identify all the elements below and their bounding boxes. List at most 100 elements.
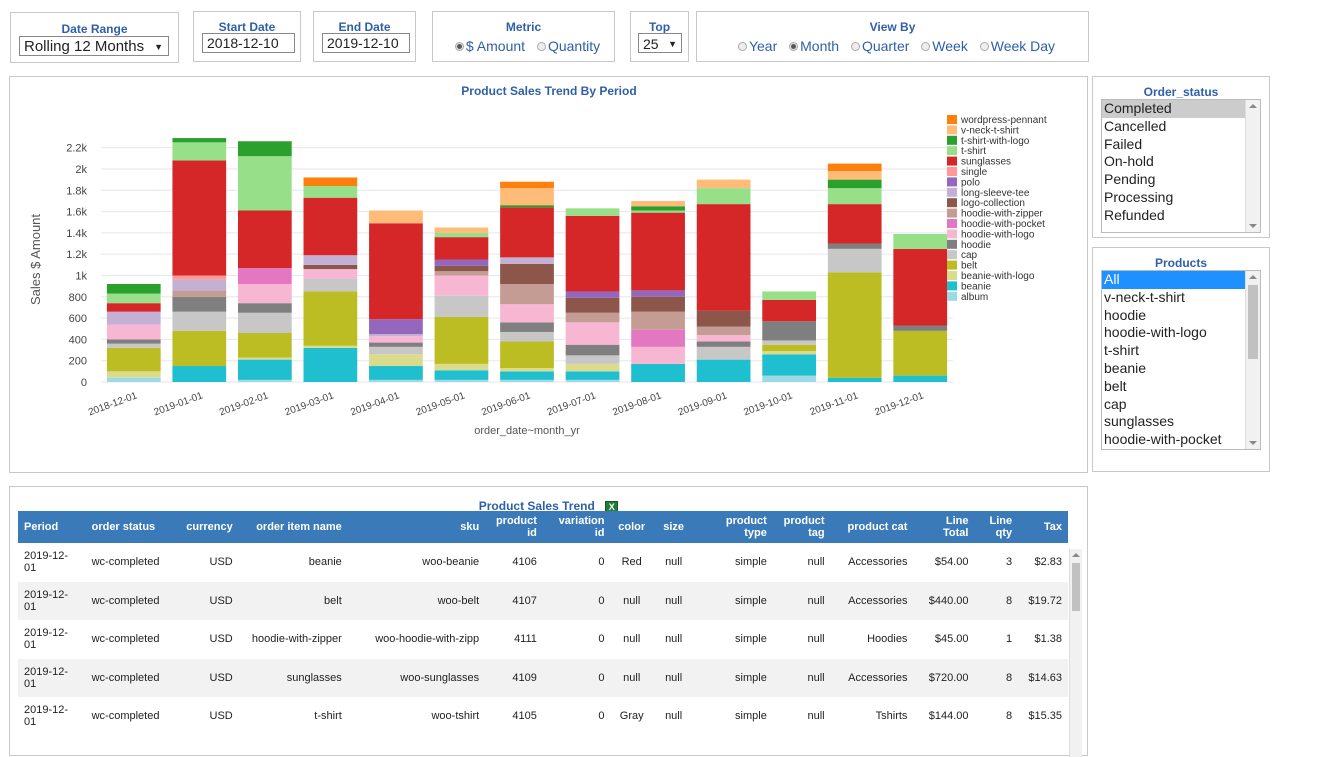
bar-segment-t-shirt-with-logo: [237, 141, 292, 157]
order-status-item[interactable]: Completed: [1102, 100, 1260, 118]
metric-quantity-radio[interactable]: [536, 42, 546, 51]
bar-segment-hoodie-with-logo: [434, 275, 489, 296]
scroll-down-icon[interactable]: [1249, 224, 1257, 228]
x-axis-label: order_date~month_yr: [474, 425, 580, 437]
bar-segment-hoodie-with-zipper: [500, 284, 554, 305]
scroll-up-icon[interactable]: [1072, 553, 1080, 557]
table-row: 2019-12-01 wc-completed USD belt woo-belt 410…: [18, 581, 1068, 620]
date-range-select[interactable]: Rolling 12 Months ▼: [19, 36, 169, 56]
products-item[interactable]: All: [1102, 271, 1260, 289]
products-item[interactable]: cap: [1104, 395, 1127, 412]
order-status-item[interactable]: Cancelled: [1104, 117, 1167, 134]
products-item[interactable]: belt: [1104, 377, 1127, 394]
column-header[interactable]: product tag: [772, 511, 831, 543]
legend-label: t-shirt: [961, 146, 986, 157]
x-tick-label: 2018-12-01: [87, 390, 139, 418]
column-header[interactable]: size: [652, 511, 695, 543]
table-scrollbar[interactable]: [1069, 549, 1082, 757]
table-cell: woo-hoodie-with-zipp: [375, 633, 480, 646]
metric-amount-radio[interactable]: [454, 42, 464, 51]
order-status-item[interactable]: Pending: [1104, 171, 1156, 188]
bar-segment-beanie-with-logo: [237, 357, 292, 360]
products-listbox[interactable]: All v-neck-t-shirt hoodie hoodie-with-logo t…: [1101, 270, 1261, 450]
bar-segment-belt: [237, 333, 292, 358]
view-week-label[interactable]: Week: [932, 38, 968, 54]
column-header[interactable]: Tax: [1018, 511, 1068, 543]
scroll-up-icon[interactable]: [1249, 275, 1257, 279]
products-scroll-thumb[interactable]: [1248, 285, 1258, 359]
column-header[interactable]: Period: [18, 511, 86, 543]
table-cell: $54.00: [934, 556, 969, 569]
bar-segment-t-shirt: [565, 208, 620, 216]
legend-swatch: [947, 229, 957, 239]
table-cell: 0: [542, 581, 611, 620]
order-status-item[interactable]: On-hold: [1104, 153, 1154, 170]
order-status-item[interactable]: Refunded: [1104, 206, 1165, 223]
column-header[interactable]: product type: [694, 511, 773, 543]
metric-amount-label[interactable]: $ Amount: [465, 38, 526, 54]
legend-swatch: [947, 167, 957, 176]
column-header[interactable]: variation id: [542, 511, 611, 543]
column-header[interactable]: currency: [175, 511, 239, 543]
products-item[interactable]: t-shirt: [1104, 342, 1139, 359]
bar-segment-t-shirt-with-logo: [827, 179, 882, 189]
column-header[interactable]: order item name: [238, 511, 348, 543]
view-year-radio[interactable]: [737, 42, 747, 51]
view-week-radio[interactable]: [921, 42, 931, 51]
column-header[interactable]: Line qty: [974, 511, 1019, 543]
table-cell: 3: [1005, 556, 1013, 569]
order-status-listbox[interactable]: Completed Cancelled Failed On-hold Pending Pr…: [1101, 99, 1261, 233]
x-tick-label: 2019-09-01: [677, 390, 729, 418]
products-item[interactable]: hoodie: [1104, 306, 1147, 323]
view-quarter-radio[interactable]: [850, 42, 860, 51]
table-row: 2019-12-01 wc-completed USD beanie woo-beani…: [18, 543, 1068, 582]
products-item[interactable]: v-neck-t-shirt: [1104, 288, 1185, 305]
column-header[interactable]: order status: [85, 511, 175, 543]
start-date-input[interactable]: 2018-12-10: [202, 33, 295, 53]
products-scrollbar[interactable]: [1245, 271, 1260, 449]
scroll-up-icon[interactable]: [1249, 104, 1257, 108]
scroll-down-icon[interactable]: [1249, 441, 1257, 445]
view-weekday-label[interactable]: Week Day: [990, 38, 1056, 54]
table-cell: USD: [209, 556, 233, 569]
bar-segment-sunglasses: [434, 237, 489, 260]
bar-segment-sunglasses: [303, 197, 358, 256]
bar-segment-belt: [172, 330, 227, 367]
view-month-label[interactable]: Month: [800, 38, 840, 54]
table-scroll-thumb[interactable]: [1072, 563, 1080, 611]
products-item[interactable]: beanie: [1104, 359, 1147, 376]
column-header[interactable]: product cat: [830, 511, 914, 543]
bar-segment-t-shirt: [303, 186, 358, 198]
metric-quantity-label[interactable]: Quantity: [547, 38, 601, 54]
bar-segment-beanie: [631, 363, 685, 382]
legend-swatch: [947, 156, 957, 166]
bar-segment-belt: [827, 272, 882, 378]
products-item[interactable]: hoodie-with-logo: [1104, 324, 1207, 341]
bar-segment-belt: [762, 344, 817, 352]
order-status-item[interactable]: Processing: [1104, 188, 1174, 205]
y-tick-label: 1.6k: [66, 207, 87, 219]
products-item[interactable]: hoodie-with-pocket: [1104, 431, 1222, 448]
column-header[interactable]: color: [610, 511, 653, 543]
view-year-label[interactable]: Year: [748, 38, 778, 54]
y-tick-label: 600: [69, 313, 87, 325]
products-item[interactable]: sunglasses: [1104, 413, 1175, 430]
order-status-scrollbar[interactable]: [1245, 100, 1260, 232]
order-status-item[interactable]: Failed: [1104, 135, 1143, 152]
column-header[interactable]: sku: [347, 511, 486, 543]
table-cell: Tshirts: [875, 710, 908, 723]
end-date-input[interactable]: 2019-12-10: [322, 33, 410, 53]
column-header[interactable]: Line Total: [913, 511, 975, 543]
chart-title: Product Sales Trend By Period: [461, 84, 636, 98]
y-tick-label: 800: [69, 292, 87, 304]
table-cell: $440.00: [913, 581, 975, 620]
view-quarter-label[interactable]: Quarter: [861, 38, 910, 54]
top-select[interactable]: 25 ▼: [638, 33, 682, 53]
table-cell: simple: [735, 633, 767, 646]
table-cell: t-shirt: [314, 710, 342, 723]
column-header[interactable]: product id: [485, 511, 543, 543]
view-weekday-radio[interactable]: [979, 42, 989, 51]
legend-label: sunglasses: [961, 157, 1011, 168]
view-month-radio[interactable]: [789, 42, 799, 51]
bar-segment-t-shirt-with-logo: [500, 205, 554, 208]
